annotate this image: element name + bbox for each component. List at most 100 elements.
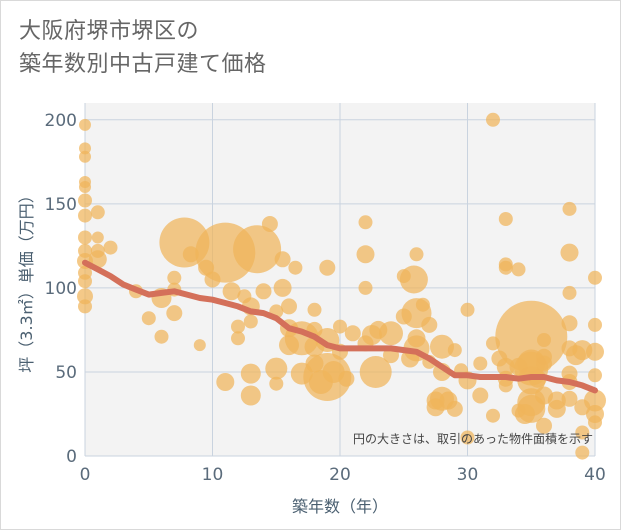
data-point — [274, 251, 291, 268]
data-point — [78, 208, 92, 223]
data-point — [167, 270, 182, 285]
data-point — [561, 390, 578, 407]
data-point — [91, 231, 104, 244]
data-point — [79, 142, 91, 155]
data-point — [103, 240, 118, 255]
data-point — [79, 181, 91, 193]
data-point — [281, 298, 297, 315]
data-point — [491, 350, 508, 367]
data-point — [574, 399, 591, 416]
data-point — [536, 355, 552, 372]
x-axis-title: 築年数（年） — [292, 497, 388, 516]
data-point — [369, 320, 388, 339]
data-point — [231, 331, 245, 346]
y-tick-label: 100 — [45, 279, 77, 299]
data-point — [222, 282, 241, 301]
y-tick-labels: 0 50 100 150 200 — [45, 111, 77, 467]
data-point — [338, 370, 355, 387]
data-point — [198, 259, 215, 276]
data-point — [216, 373, 235, 391]
data-point — [509, 357, 528, 376]
data-point — [511, 403, 526, 418]
data-point — [233, 225, 282, 274]
data-point — [395, 308, 412, 325]
x-tick-label: 0 — [80, 465, 91, 485]
data-point — [78, 230, 92, 245]
data-point — [498, 378, 513, 393]
data-point — [498, 212, 513, 226]
x-tick-label: 10 — [202, 465, 224, 485]
data-point — [575, 445, 590, 460]
data-point — [231, 319, 245, 334]
data-point — [560, 243, 579, 262]
data-point — [409, 247, 424, 262]
data-point — [78, 243, 92, 258]
data-point — [269, 376, 284, 391]
data-point — [460, 302, 475, 317]
data-point — [472, 387, 489, 404]
data-point — [547, 399, 566, 418]
data-point — [273, 278, 292, 297]
data-point — [561, 315, 578, 332]
data-point — [240, 385, 261, 406]
data-point — [511, 262, 526, 277]
data-point — [447, 343, 462, 358]
title-line-1: 大阪府堺市堺区の — [19, 19, 200, 44]
data-point — [261, 216, 278, 232]
size-note: 円の大きさは、取引のあった物件面積を示す — [353, 431, 593, 446]
data-point — [78, 299, 92, 314]
data-point — [243, 314, 258, 329]
data-point — [588, 415, 602, 430]
data-point — [79, 150, 91, 163]
y-tick-label: 200 — [45, 111, 77, 131]
x-tick-labels: 0 10 20 30 40 — [80, 465, 606, 485]
data-point — [166, 305, 183, 322]
data-point — [415, 297, 430, 312]
y-tick-label: 50 — [55, 363, 77, 383]
data-point — [537, 333, 551, 347]
data-point — [79, 118, 91, 131]
data-point — [305, 354, 324, 373]
data-point — [562, 201, 577, 216]
data-point — [319, 259, 336, 276]
y-tick-label: 150 — [45, 195, 77, 215]
data-point — [359, 356, 392, 388]
trend-line — [82, 259, 598, 394]
data-point — [358, 280, 373, 295]
data-point — [78, 274, 92, 289]
data-point — [498, 260, 513, 275]
data-point — [486, 336, 500, 351]
data-point — [193, 339, 206, 352]
data-point — [562, 285, 577, 300]
y-axis-title: 坪（3.3㎡）単価（万円） — [17, 187, 36, 372]
data-point — [90, 205, 105, 220]
title-line-2: 築年数別中古戸建て価格 — [19, 52, 267, 77]
chart-title: 大阪府堺市堺区の 築年数別中古戸建て価格 — [19, 15, 267, 81]
data-point — [240, 363, 261, 384]
data-point — [561, 340, 578, 357]
data-point — [78, 193, 92, 208]
data-point — [154, 329, 169, 344]
data-point — [204, 271, 221, 288]
data-point — [588, 368, 602, 383]
data-point — [460, 430, 475, 445]
data-point — [358, 215, 373, 230]
data-point — [265, 357, 288, 380]
data-point — [430, 334, 454, 359]
data-point — [307, 302, 322, 317]
data-point — [182, 246, 199, 263]
data-point — [159, 217, 210, 268]
data-point — [588, 317, 602, 332]
data-point — [486, 408, 500, 423]
x-tick-label: 30 — [457, 465, 479, 485]
data-point — [588, 270, 602, 285]
x-tick-label: 40 — [584, 465, 606, 485]
data-point — [536, 417, 552, 434]
data-point — [255, 283, 272, 300]
data-point — [396, 269, 411, 284]
data-point — [237, 289, 252, 304]
y-tick-label: 0 — [66, 447, 77, 467]
x-tick-label: 20 — [329, 465, 351, 485]
data-point — [575, 425, 590, 440]
